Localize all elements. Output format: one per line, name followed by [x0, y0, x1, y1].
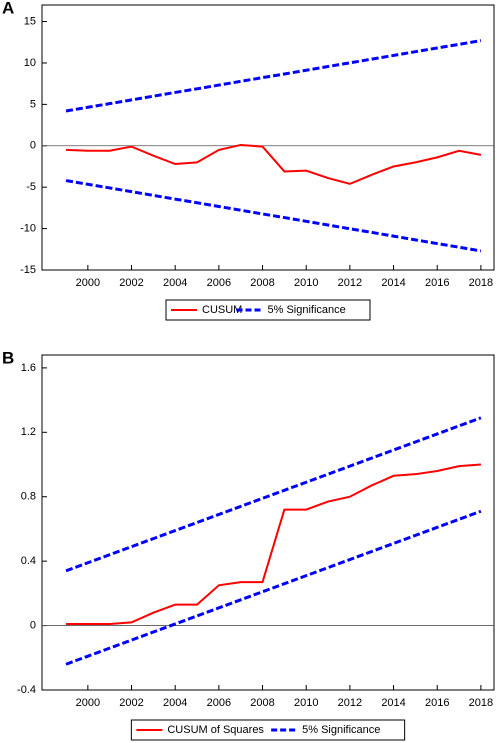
- y-tick-label: -5: [26, 181, 36, 193]
- y-tick-label: 15: [24, 15, 36, 27]
- significance-line: [65, 416, 482, 573]
- x-tick-label: 2012: [338, 277, 362, 289]
- y-tick-label: -0.4: [17, 684, 36, 696]
- x-tick-label: 2010: [294, 697, 318, 709]
- x-tick-label: 2000: [76, 277, 100, 289]
- x-tick-label: 2004: [163, 277, 187, 289]
- legend-label: 5% Significance: [302, 724, 380, 736]
- cusum-line: [66, 463, 481, 625]
- x-tick-label: 2016: [425, 697, 449, 709]
- x-tick-label: 2014: [381, 697, 405, 709]
- x-tick-label: 2012: [338, 697, 362, 709]
- significance-line: [65, 509, 482, 666]
- legend-label: 5% Significance: [268, 304, 346, 316]
- panel-label: B: [2, 348, 14, 367]
- x-tick-label: 2010: [294, 277, 318, 289]
- legend-box: [130, 719, 406, 741]
- y-tick-label: 0: [30, 619, 36, 631]
- x-tick-label: 2004: [163, 697, 187, 709]
- y-tick-label: -10: [20, 223, 36, 235]
- cusum-line: [65, 143, 482, 185]
- legend-label: CUSUM: [202, 304, 242, 316]
- y-tick-label: 1.2: [21, 426, 36, 438]
- y-tick-label: 10: [24, 57, 36, 69]
- panel-label: A: [2, 0, 14, 17]
- significance-line: [65, 39, 482, 113]
- y-tick-label: 0.4: [21, 555, 36, 567]
- y-tick-label: 5: [30, 98, 36, 110]
- x-tick-label: 2016: [425, 277, 449, 289]
- significance-line: [65, 179, 482, 253]
- y-tick-label: 0: [30, 140, 36, 152]
- x-tick-label: 2006: [207, 697, 231, 709]
- x-tick-label: 2018: [469, 277, 493, 289]
- x-tick-label: 2018: [469, 697, 493, 709]
- y-tick-label: -15: [20, 264, 36, 276]
- x-tick-label: 2006: [207, 277, 231, 289]
- plot-frame: [41, 354, 495, 691]
- plot-frame: [41, 4, 495, 271]
- x-tick-label: 2002: [119, 697, 143, 709]
- x-tick-label: 2014: [381, 277, 405, 289]
- legend-box: [165, 299, 371, 321]
- x-tick-label: 2002: [119, 277, 143, 289]
- legend-label: CUSUM of Squares: [167, 724, 264, 736]
- x-tick-label: 2000: [76, 697, 100, 709]
- y-tick-label: 1.6: [21, 362, 36, 374]
- x-tick-label: 2008: [250, 277, 274, 289]
- x-tick-label: 2008: [250, 697, 274, 709]
- y-tick-label: 0.8: [21, 491, 36, 503]
